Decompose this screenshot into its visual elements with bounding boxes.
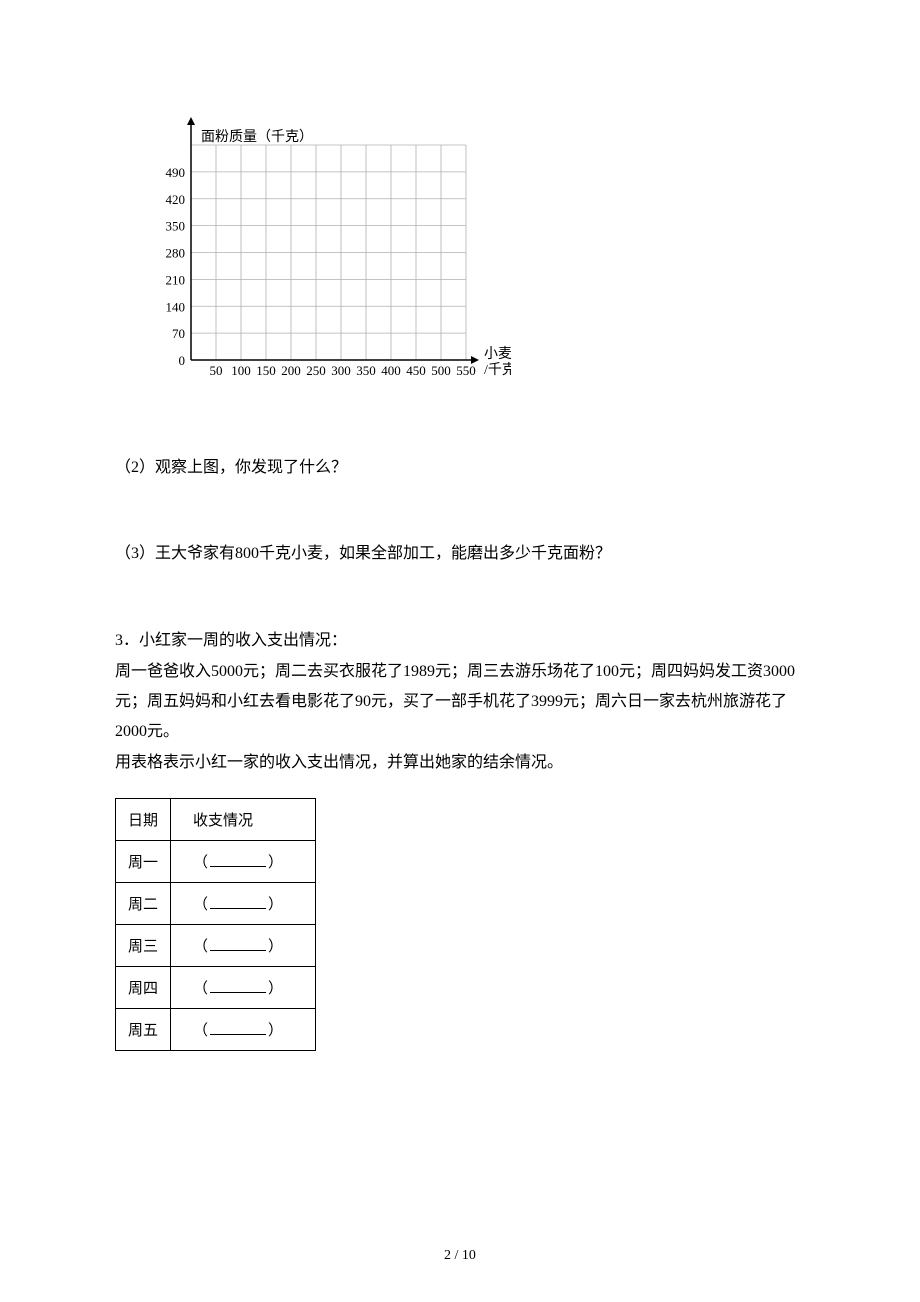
svg-text:200: 200 [281,363,301,378]
question-3-sub: （3）王大爷家有800千克小麦，如果全部加工，能磨出多少千克面粉？ [115,541,805,567]
value-cell: （） [171,967,316,1009]
q2-text: （2）观察上图，你发现了什么？ [115,459,347,476]
svg-text:400: 400 [381,363,401,378]
value-cell: （） [171,883,316,925]
table-row: 周一 （） [116,841,316,883]
table-row: 周五 （） [116,1009,316,1051]
p3-body2: 用表格表示小红一家的收入支出情况，并算出她家的结余情况。 [115,748,805,778]
svg-text:140: 140 [166,299,186,314]
value-cell: （） [171,841,316,883]
svg-text:面粉质量（千克）: 面粉质量（千克） [201,129,313,145]
svg-text:小麦质量: 小麦质量 [484,346,511,362]
table-row: 周二 （） [116,883,316,925]
svg-text:100: 100 [231,363,251,378]
problem-3: 3．小红家一周的收入支出情况： 周一爸爸收入5000元；周二去买衣服花了1989… [115,626,805,778]
header-date: 日期 [116,799,171,841]
day-cell: 周一 [116,841,171,883]
svg-text:450: 450 [406,363,426,378]
table-row: 周四 （） [116,967,316,1009]
svg-text:150: 150 [256,363,276,378]
p3-body1: 周一爸爸收入5000元；周二去买衣服花了1989元；周三去游乐场花了100元；周… [115,657,805,748]
header-value: 收支情况 [171,799,316,841]
day-cell: 周二 [116,883,171,925]
q3-text: （3）王大爷家有800千克小麦，如果全部加工，能磨出多少千克面粉？ [115,545,611,562]
svg-text:/千克: /千克 [484,362,511,378]
table-header-row: 日期 收支情况 [116,799,316,841]
svg-text:70: 70 [172,326,185,341]
chart-grid: 50 100 150 200 250 300 350 400 450 500 550 0 70 140 21… [141,110,805,395]
svg-text:300: 300 [331,363,351,378]
chart-svg: 50 100 150 200 250 300 350 400 450 500 550 0 70 140 21… [141,110,511,390]
svg-text:490: 490 [166,165,186,180]
svg-text:210: 210 [166,272,186,287]
svg-text:250: 250 [306,363,326,378]
table-row: 周三 （） [116,925,316,967]
svg-text:550: 550 [456,363,476,378]
page-number: 2 / 10 [0,1248,920,1264]
value-cell: （） [171,925,316,967]
question-2: （2）观察上图，你发现了什么？ [115,455,805,481]
svg-text:50: 50 [210,363,223,378]
svg-text:350: 350 [166,219,186,234]
svg-text:350: 350 [356,363,376,378]
day-cell: 周五 [116,1009,171,1051]
svg-text:280: 280 [166,246,186,261]
income-table: 日期 收支情况 周一 （） 周二 （） 周三 （） 周四 （） 周五 （） [115,798,316,1051]
svg-text:500: 500 [431,363,451,378]
p3-heading: 3．小红家一周的收入支出情况： [115,626,805,656]
day-cell: 周三 [116,925,171,967]
day-cell: 周四 [116,967,171,1009]
value-cell: （） [171,1009,316,1051]
svg-text:0: 0 [179,353,186,368]
svg-text:420: 420 [166,192,186,207]
